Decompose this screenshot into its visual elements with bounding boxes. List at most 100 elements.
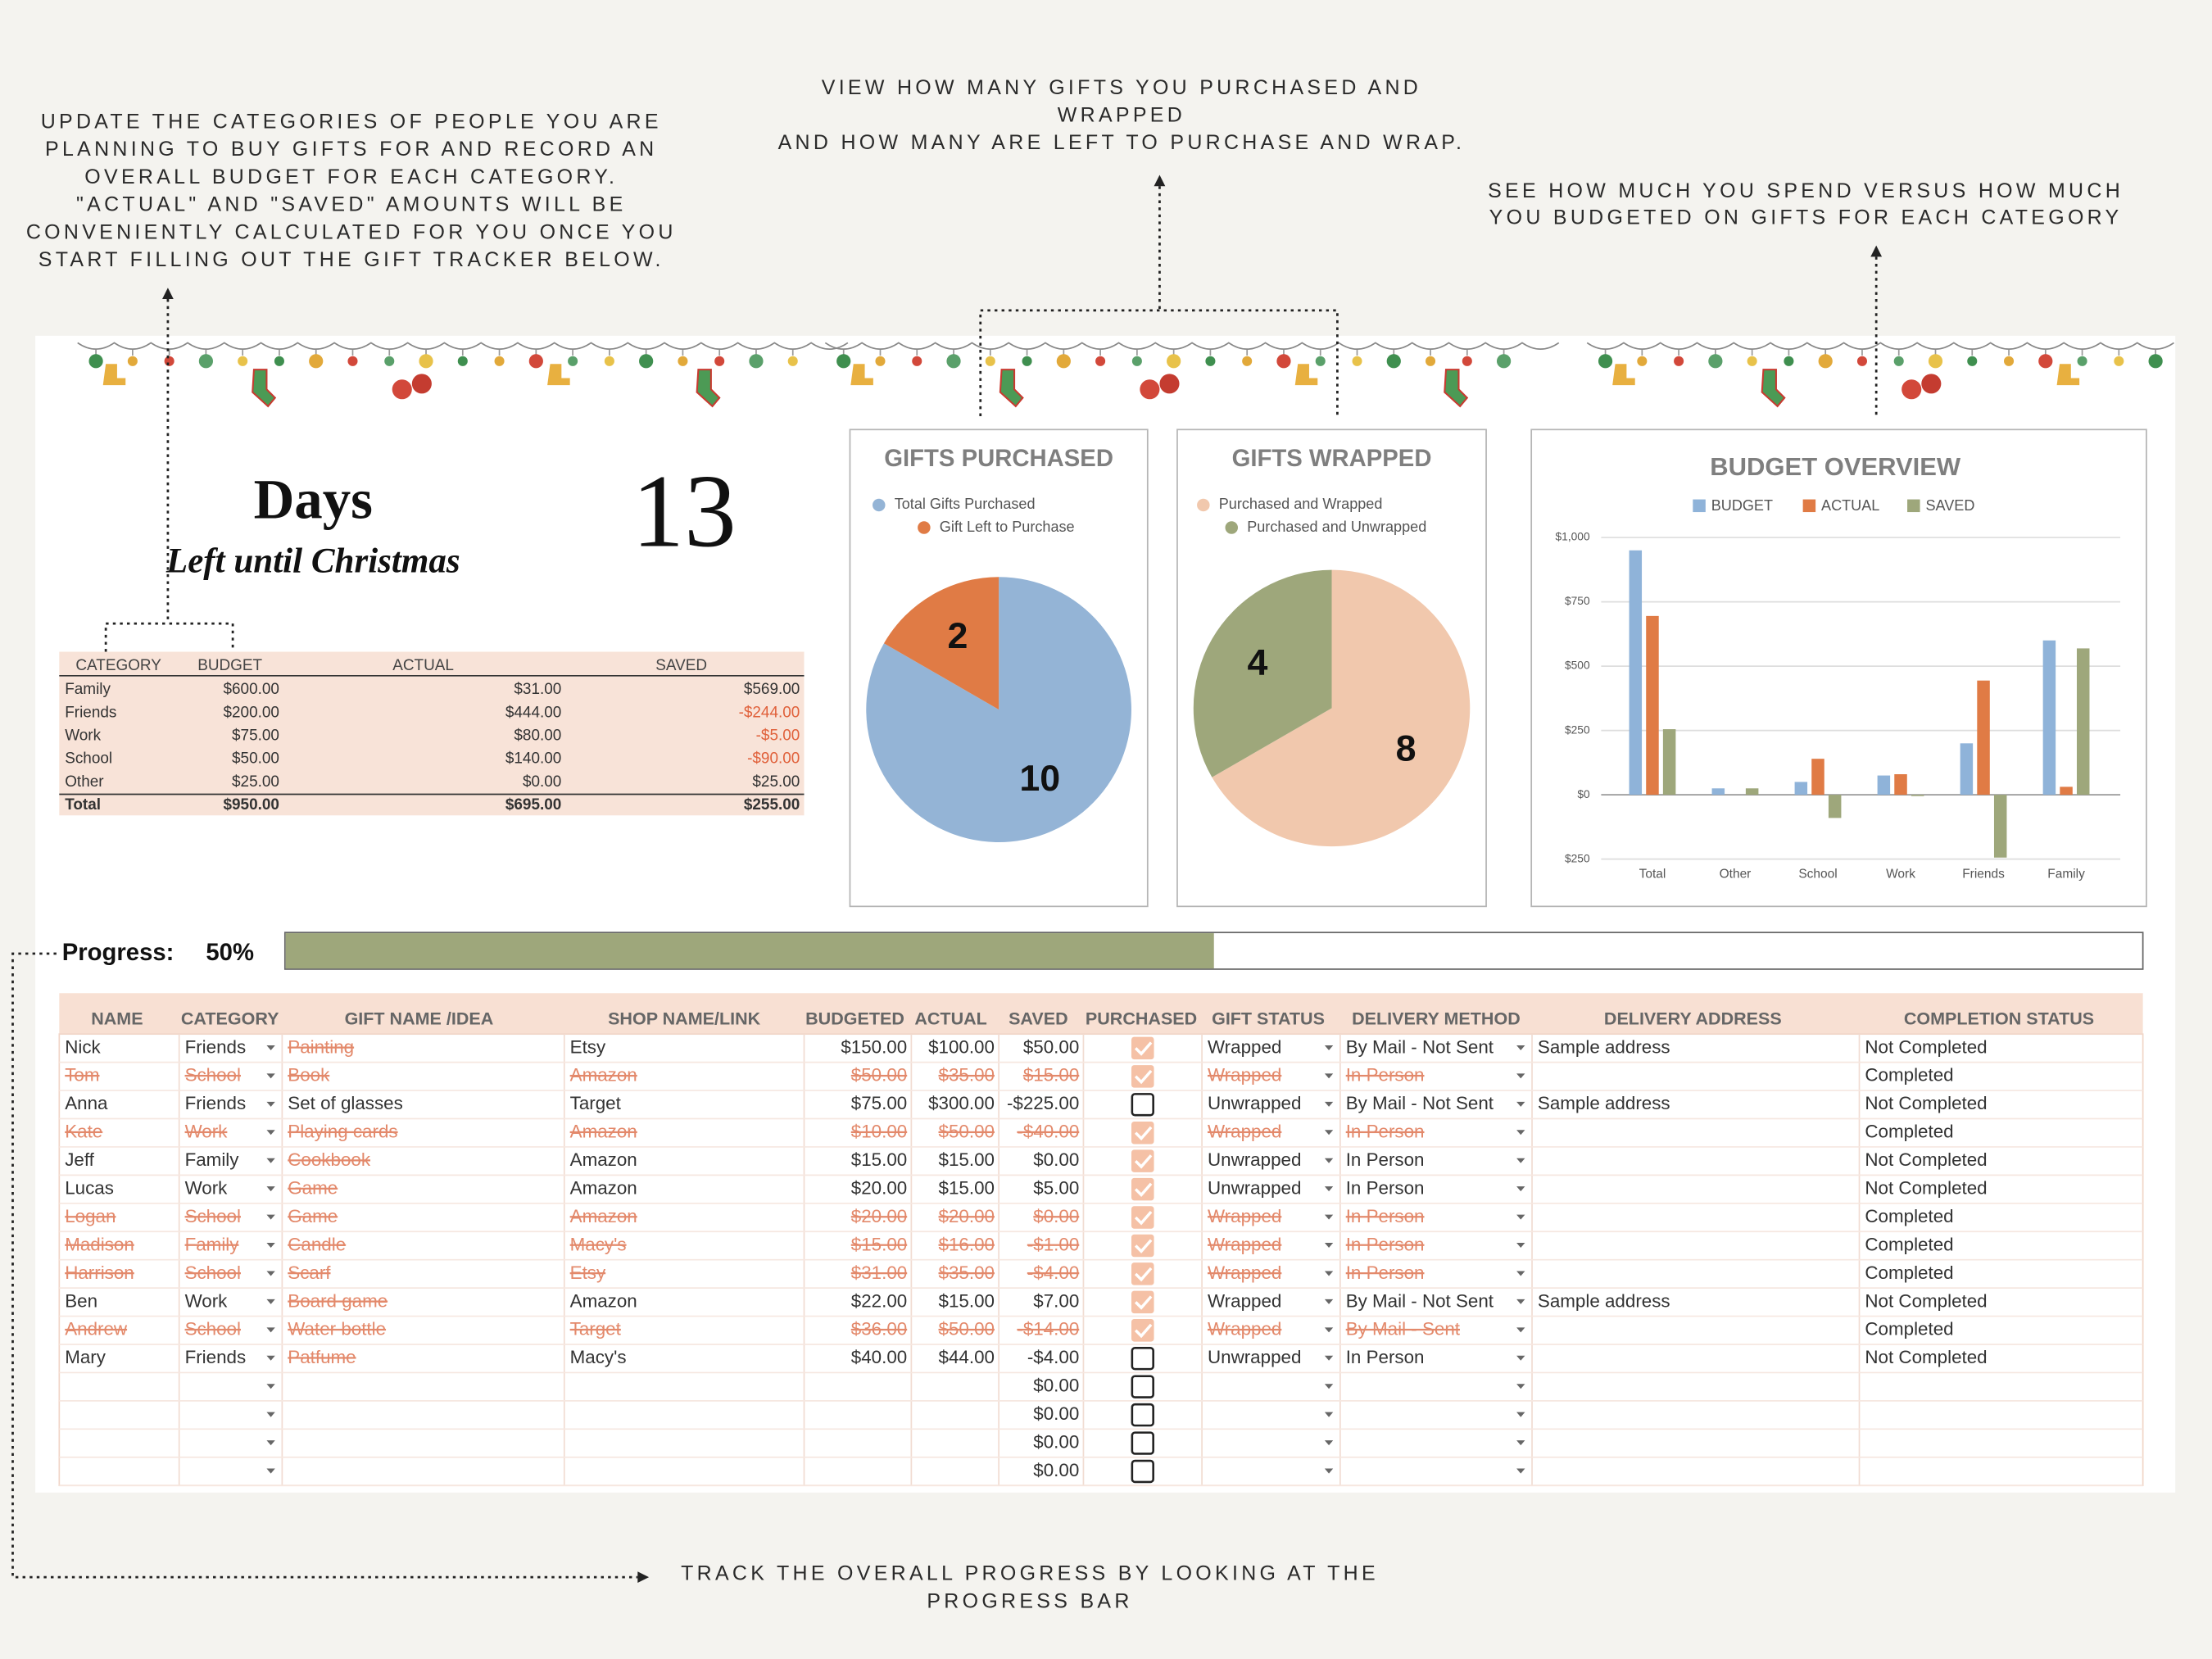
checkmark bbox=[1134, 1295, 1153, 1310]
dropdown-arrow bbox=[1516, 1158, 1525, 1163]
table-cell: $75.00 bbox=[851, 1093, 907, 1113]
bar bbox=[1662, 729, 1676, 796]
bar bbox=[1629, 550, 1643, 796]
table-cell: School bbox=[185, 1065, 241, 1086]
chart-title: GIFTS WRAPPED bbox=[1232, 446, 1432, 472]
table-cell: Completed bbox=[1865, 1319, 1953, 1339]
table-cell: School bbox=[185, 1319, 241, 1339]
dropdown-arrow bbox=[1516, 1412, 1525, 1417]
y-tick-label: $250 bbox=[1565, 723, 1590, 736]
ornament bbox=[2114, 356, 2124, 366]
ornament bbox=[309, 354, 324, 369]
gift-tracker-table: NAME CATEGORY GIFT NAME /IDEA SHOP NAME/LIN… bbox=[58, 993, 2144, 1487]
legend-swatch bbox=[1693, 499, 1706, 513]
dropdown-arrow bbox=[266, 1243, 275, 1249]
dropdown-arrow bbox=[266, 1271, 275, 1276]
checkbox-checked bbox=[1131, 1036, 1154, 1060]
checkbox bbox=[1131, 1093, 1154, 1117]
table-cell: $15.00 bbox=[939, 1149, 995, 1170]
pie-slice bbox=[1193, 569, 1332, 777]
legend-label: Total Gifts Purchased bbox=[895, 496, 1036, 512]
annotation-line: AND HOW MANY ARE LEFT TO PURCHASE AND WR… bbox=[778, 131, 1466, 154]
table-cell: $15.00 bbox=[939, 1290, 995, 1311]
garland bbox=[77, 342, 2174, 408]
table-cell: $0.00 bbox=[1033, 1431, 1079, 1452]
connector bbox=[979, 186, 1339, 416]
table-cell: $15.00 bbox=[939, 1178, 995, 1199]
dropdown-arrow bbox=[266, 1158, 275, 1163]
dropdown-arrow bbox=[266, 1384, 275, 1389]
summary-cell: -$5.00 bbox=[756, 728, 800, 745]
table-cell: Mary bbox=[65, 1347, 107, 1367]
summary-cell: $25.00 bbox=[752, 773, 800, 791]
table-cell: Harrison bbox=[65, 1262, 134, 1283]
bar bbox=[2076, 648, 2090, 796]
ornament bbox=[568, 356, 578, 366]
summary-cell: $25.00 bbox=[232, 773, 279, 791]
table-header: SAVED bbox=[1009, 1009, 1068, 1029]
dropdown-arrow bbox=[266, 1327, 275, 1333]
checkbox bbox=[1131, 1403, 1154, 1427]
table-cell: Target bbox=[570, 1319, 622, 1339]
mitten bbox=[392, 379, 412, 400]
dropdown-arrow bbox=[1516, 1073, 1525, 1079]
ornament bbox=[274, 356, 284, 366]
table-cell: Work bbox=[185, 1178, 229, 1199]
arrowhead bbox=[637, 1571, 650, 1584]
table-cell: Work bbox=[185, 1122, 229, 1142]
slice-label: 10 bbox=[1019, 758, 1060, 799]
table-cell: $100.00 bbox=[928, 1036, 995, 1057]
table-cell: -$4.00 bbox=[1027, 1347, 1079, 1367]
annotation-line: START FILLING OUT THE GIFT TRACKER BELOW… bbox=[39, 248, 664, 271]
table-cell: By Mail - Sent bbox=[1346, 1319, 1461, 1339]
bar bbox=[1977, 680, 1990, 796]
table-cell: $0.00 bbox=[1033, 1376, 1079, 1396]
ornament bbox=[2004, 356, 2015, 366]
dropdown-arrow bbox=[1324, 1214, 1334, 1220]
summary-cell: Work bbox=[65, 728, 101, 745]
dropdown-arrow bbox=[1324, 1186, 1334, 1192]
dropdown-arrow bbox=[1516, 1214, 1525, 1220]
mitten bbox=[1140, 379, 1160, 400]
x-tick-label: School bbox=[1798, 868, 1837, 882]
annotation-line: YOU BUDGETED ON GIFTS FOR EACH CATEGORY bbox=[1489, 206, 2123, 229]
connector bbox=[11, 952, 638, 1579]
annotation-line: OVERALL BUDGET FOR EACH CATEGORY. bbox=[84, 165, 618, 188]
bar bbox=[1894, 774, 1907, 796]
table-cell: $15.00 bbox=[851, 1149, 907, 1170]
table-cell: Candle bbox=[288, 1234, 346, 1254]
ornament bbox=[2148, 354, 2163, 369]
table-cell: $16.00 bbox=[939, 1234, 995, 1254]
table-cell: $150.00 bbox=[841, 1036, 907, 1057]
ornament bbox=[1167, 354, 1181, 369]
table-cell: $20.00 bbox=[851, 1178, 907, 1199]
bar bbox=[1711, 788, 1725, 796]
table-cell: Book bbox=[288, 1065, 330, 1086]
annotation-line: "ACTUAL" AND "SAVED" AMOUNTS WILL BE bbox=[76, 193, 627, 216]
slice-label: 4 bbox=[1247, 642, 1267, 683]
summary-cell: Family bbox=[65, 681, 111, 698]
ornament bbox=[1352, 356, 1362, 366]
progress-fill bbox=[285, 933, 1214, 969]
ornament bbox=[912, 356, 922, 366]
arrowhead bbox=[162, 288, 174, 300]
dropdown-arrow bbox=[1516, 1243, 1525, 1249]
checkmark bbox=[1134, 1182, 1153, 1198]
dropdown-arrow bbox=[1324, 1327, 1334, 1333]
chart-title: BUDGET OVERVIEW bbox=[1710, 452, 1961, 481]
table-cell: $300.00 bbox=[928, 1093, 995, 1113]
legend-label: ACTUAL bbox=[1821, 497, 1879, 514]
checkbox-checked bbox=[1131, 1206, 1154, 1229]
summary-table-bg bbox=[59, 651, 805, 816]
table-cell: $35.00 bbox=[939, 1065, 995, 1086]
dropdown-arrow bbox=[1516, 1299, 1525, 1304]
dropdown-arrow bbox=[1324, 1440, 1334, 1446]
legend-label: SAVED bbox=[1925, 497, 1974, 514]
ornament bbox=[946, 354, 961, 369]
ornament bbox=[1496, 354, 1512, 369]
table-cell: Wrapped bbox=[1208, 1036, 1281, 1057]
ornament bbox=[528, 354, 543, 369]
table-cell: -$14.00 bbox=[1017, 1319, 1079, 1339]
dropdown-arrow bbox=[1324, 1130, 1334, 1135]
summary-cell: $200.00 bbox=[223, 704, 279, 721]
